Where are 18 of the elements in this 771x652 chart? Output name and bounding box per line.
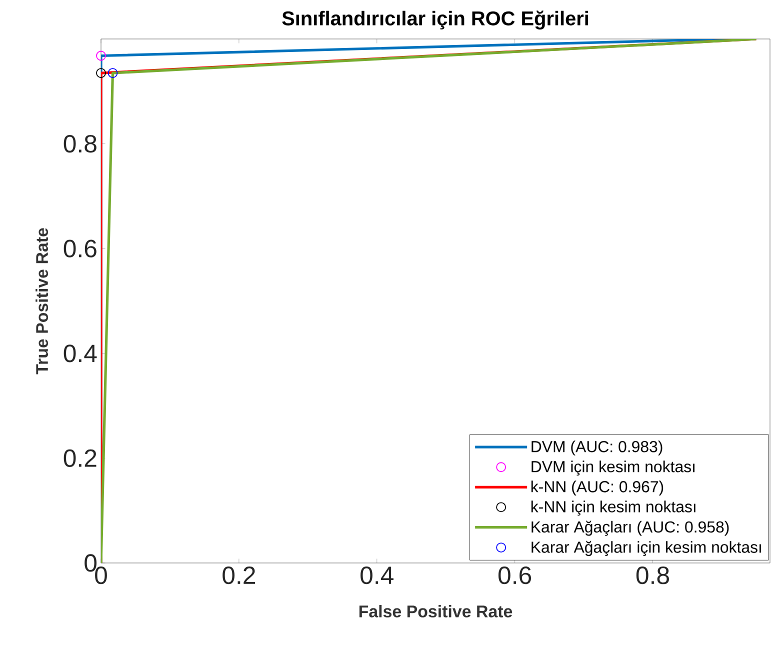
y-tick-label: 0.6: [64, 240, 96, 258]
y-tick-label: 0.4: [64, 344, 97, 362]
x-tick-label: 0.2: [222, 566, 255, 584]
y-tick-label: 0: [84, 554, 97, 572]
legend-label: DVM (AUC: 0.983): [532, 440, 662, 456]
legend-label: Karar Ağaçları için kesim noktası: [532, 540, 761, 556]
legend-label: DVM için kesim noktası: [532, 460, 694, 476]
x-axis-title: False Positive Rate: [359, 604, 512, 618]
y-tick-label: 0.2: [64, 449, 96, 468]
chart-title: Sınıflandırıcılar için ROC Eğrileri: [282, 10, 588, 30]
legend-label: k-NN için kesim noktası: [531, 500, 696, 516]
y-tick-label: 0.8: [64, 134, 96, 153]
y-axis-title: True Positive Rate: [36, 228, 48, 374]
x-tick-label: 0.6: [498, 566, 532, 584]
x-tick-label: 0.4: [360, 566, 394, 584]
legend-label: Karar Ağaçları (AUC: 0.958): [532, 520, 729, 536]
legend-label: k-NN (AUC: 0.967): [531, 480, 664, 496]
x-tick-label: 0.8: [636, 566, 669, 584]
